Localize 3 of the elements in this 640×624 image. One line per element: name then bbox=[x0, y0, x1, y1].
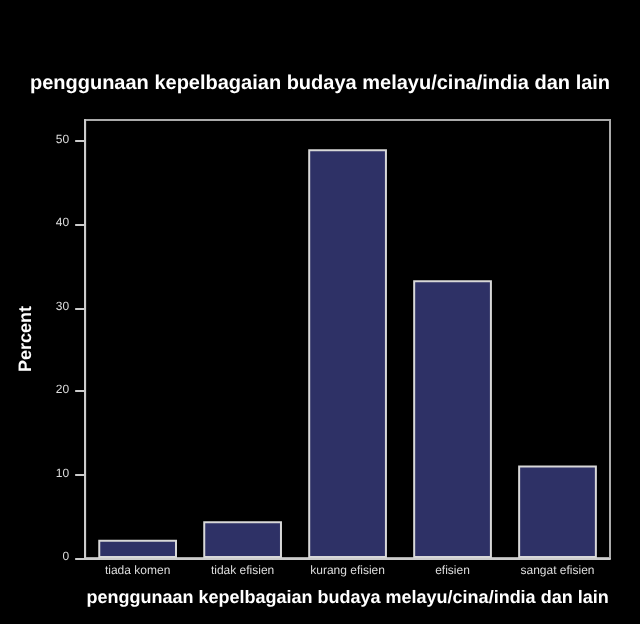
y-axis-title: Percent bbox=[15, 305, 35, 373]
x-axis-title: penggunaan kepelbagaian budaya melayu/cina/india dan lain bbox=[86, 587, 609, 607]
chart-title: penggunaan kepelbagaian budaya melayu/cina/india dan lain bbox=[29, 73, 611, 95]
